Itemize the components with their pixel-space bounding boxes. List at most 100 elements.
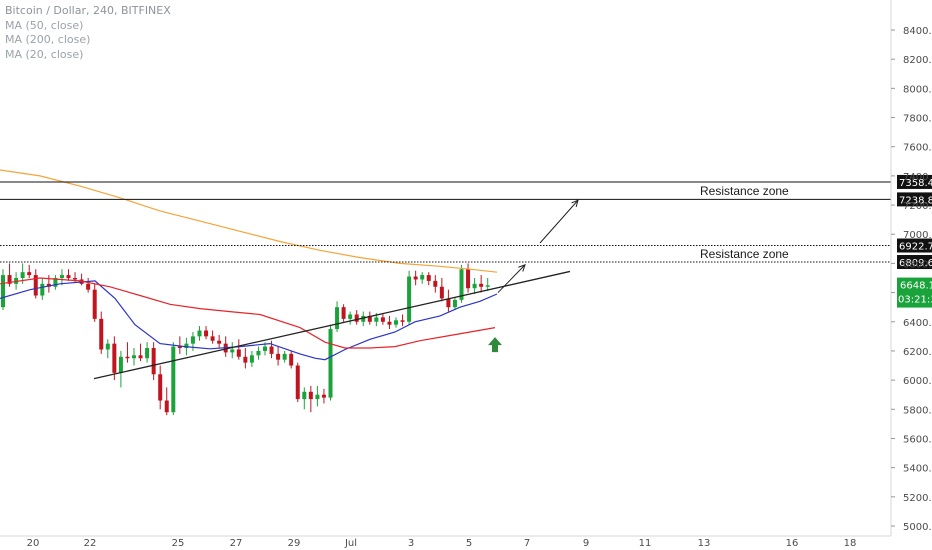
candle	[328, 324, 333, 401]
candles-layer	[1, 263, 490, 416]
y-tick-label: 7400.0	[903, 172, 932, 183]
candle	[348, 311, 353, 325]
candle-body	[132, 355, 136, 359]
candle-body	[394, 320, 398, 325]
candle-body	[177, 346, 182, 349]
candle	[86, 278, 91, 293]
price-level-label: 7358.4	[899, 178, 932, 189]
symbol-title[interactable]: Bitcoin / Dollar, 240, BITFINEX	[5, 4, 171, 17]
candle-body	[413, 276, 418, 280]
candle	[230, 342, 235, 359]
candle-body	[27, 272, 32, 276]
x-tick-label: Jul	[344, 538, 357, 549]
candle-body	[446, 298, 451, 308]
candle	[204, 326, 209, 340]
candle-body	[295, 365, 300, 400]
y-tick-label: 6200.0	[903, 347, 932, 358]
candle	[92, 283, 97, 322]
ascending-trendline	[93, 270, 571, 380]
x-tick-label: 11	[639, 538, 652, 549]
candle-body	[171, 346, 176, 413]
x-tick-label: 9	[583, 538, 589, 549]
candle-body	[387, 321, 392, 325]
candle	[315, 385, 320, 407]
candle-body	[282, 353, 287, 360]
candle	[1, 269, 5, 311]
candle-body	[118, 356, 123, 373]
candle-body	[105, 343, 110, 350]
candle	[466, 263, 471, 293]
candle-body	[302, 391, 307, 400]
candle	[210, 330, 215, 344]
candle-body	[459, 269, 464, 300]
candle-body	[230, 349, 235, 353]
candle-body	[73, 278, 78, 280]
candle-body	[190, 336, 195, 344]
x-tick-label: 25	[172, 538, 185, 549]
x-tick-label: 22	[84, 538, 97, 549]
candle	[472, 278, 477, 295]
candle	[243, 348, 248, 369]
candle	[433, 275, 438, 293]
y-tick-label: 5400.0	[903, 464, 932, 475]
countdown-timer-label: 03:21:36	[898, 295, 932, 306]
candle	[387, 315, 392, 330]
price-axis[interactable]: 7358.4 7238.8 6922.7 6809.6 8400.0 8200.0 8000…	[0, 0, 932, 537]
candle	[151, 342, 156, 381]
price-level-tag	[897, 192, 932, 207]
x-tick-label: 27	[230, 538, 243, 549]
candle-body	[184, 343, 189, 349]
candle	[446, 289, 451, 312]
candle-body	[321, 394, 326, 398]
candle	[164, 387, 169, 416]
candle	[485, 278, 490, 292]
candle-body	[125, 356, 130, 359]
projection-arrowhead	[518, 264, 526, 272]
candle-body	[439, 286, 444, 299]
candle-body	[328, 329, 333, 398]
legend-ma200[interactable]: MA (200, close)	[5, 33, 91, 46]
ma200-line	[0, 169, 498, 273]
x-tick-label: 3	[408, 538, 414, 549]
x-tick-label: 13	[698, 538, 711, 549]
projection-arrow	[539, 199, 579, 244]
candle-body	[7, 275, 12, 284]
candle-body	[1, 275, 5, 308]
projection-arrowhead	[571, 199, 579, 208]
price-level-label: 7238.8	[899, 195, 932, 206]
up-arrow-icon	[488, 337, 502, 353]
candle	[289, 350, 294, 369]
y-tick-label: 5200.0	[903, 493, 932, 504]
candle-body	[210, 336, 215, 341]
legend-ma50[interactable]: MA (50, close)	[5, 18, 84, 32]
legend-ma20[interactable]: MA (20, close)	[5, 47, 84, 61]
candle-body	[236, 349, 241, 357]
candle	[439, 278, 444, 302]
candle	[256, 346, 261, 360]
candle	[354, 310, 359, 325]
candle-body	[92, 289, 97, 319]
current-price-label: 6648.1	[900, 281, 932, 292]
y-tick-label: 8000.0	[903, 84, 932, 95]
candle	[217, 334, 222, 349]
y-tick-label: 6000.0	[903, 376, 932, 387]
candle	[413, 270, 418, 286]
candle-body	[204, 330, 209, 337]
candle	[341, 304, 346, 322]
y-tick-label: 6800.0	[903, 259, 932, 270]
price-level-label: 6922.7	[899, 242, 932, 253]
time-axis[interactable]: 20 22 25 27 29 Jul 3 5 7 9 11 13 16 18	[27, 538, 857, 549]
candle	[407, 270, 412, 325]
candle	[112, 336, 117, 381]
candle-body	[308, 391, 313, 400]
candle	[46, 275, 51, 293]
candle	[367, 311, 372, 325]
candle	[400, 314, 405, 327]
candle-body	[400, 320, 405, 322]
x-tick-label: 5	[466, 538, 472, 549]
candle-body	[374, 317, 379, 322]
candle-body	[164, 400, 169, 413]
candle-body	[420, 275, 425, 280]
candle-body	[158, 374, 163, 401]
